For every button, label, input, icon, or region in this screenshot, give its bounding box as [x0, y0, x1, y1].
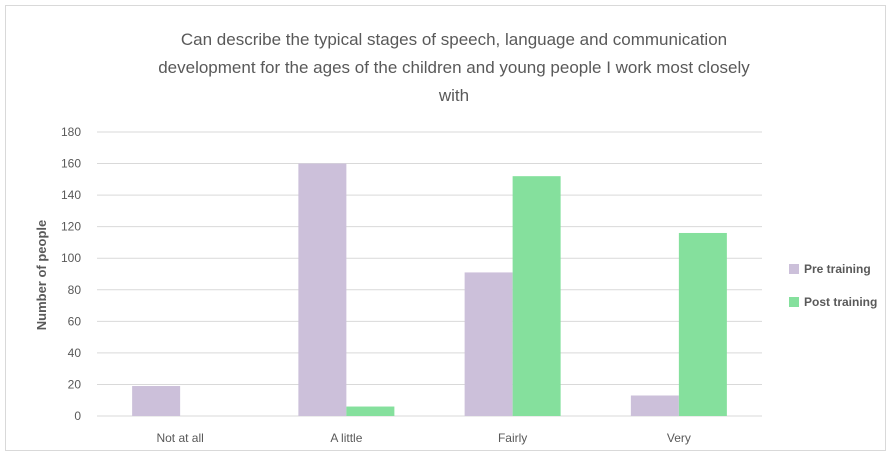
- legend-label: Post training: [804, 295, 877, 309]
- bar-pre-a-little: [298, 163, 347, 416]
- bar-pre-not-at-all: [132, 386, 181, 416]
- legend-label: Pre training: [804, 262, 871, 276]
- bar-pre-fairly: [464, 272, 513, 416]
- bar-post-fairly: [512, 176, 561, 416]
- bar-post-very: [678, 232, 727, 416]
- chart-title-line-1: Can describe the typical stages of speec…: [181, 30, 727, 49]
- y-tick-label: 20: [68, 377, 82, 391]
- x-tick-label: A little: [330, 431, 362, 445]
- x-tick-label: Not at all: [156, 431, 203, 445]
- x-tick-label: Fairly: [498, 431, 527, 445]
- y-axis-title: Number of people: [34, 220, 49, 331]
- y-tick-label: 100: [61, 251, 81, 265]
- legend-swatch: [789, 297, 799, 307]
- gridlines: [97, 131, 762, 417]
- y-tick-label: 140: [61, 188, 81, 202]
- bar-pre-very: [630, 395, 679, 416]
- chart-title: Can describe the typical stages of speec…: [158, 30, 750, 105]
- y-tick-label: 80: [68, 283, 82, 297]
- y-tick-label: 180: [61, 125, 81, 139]
- y-tick-label: 160: [61, 157, 81, 171]
- legend: Pre training Post training: [789, 262, 877, 309]
- chart-title-line-3: with: [438, 86, 469, 105]
- bar-post-a-little: [346, 406, 395, 416]
- y-tick-label: 120: [61, 220, 81, 234]
- x-axis-ticks: Not at all A little Fairly Very: [156, 431, 690, 445]
- y-tick-label: 60: [68, 314, 82, 328]
- y-axis-ticks: 0 20 40 60 80 100 120 140 160 180: [61, 125, 81, 423]
- legend-swatch: [789, 264, 799, 274]
- chart-title-line-2: development for the ages of the children…: [158, 58, 750, 77]
- bars: [132, 163, 727, 416]
- chart-frame: [5, 5, 886, 451]
- y-tick-label: 0: [74, 409, 81, 423]
- x-tick-label: Very: [667, 431, 691, 445]
- y-tick-label: 40: [68, 346, 82, 360]
